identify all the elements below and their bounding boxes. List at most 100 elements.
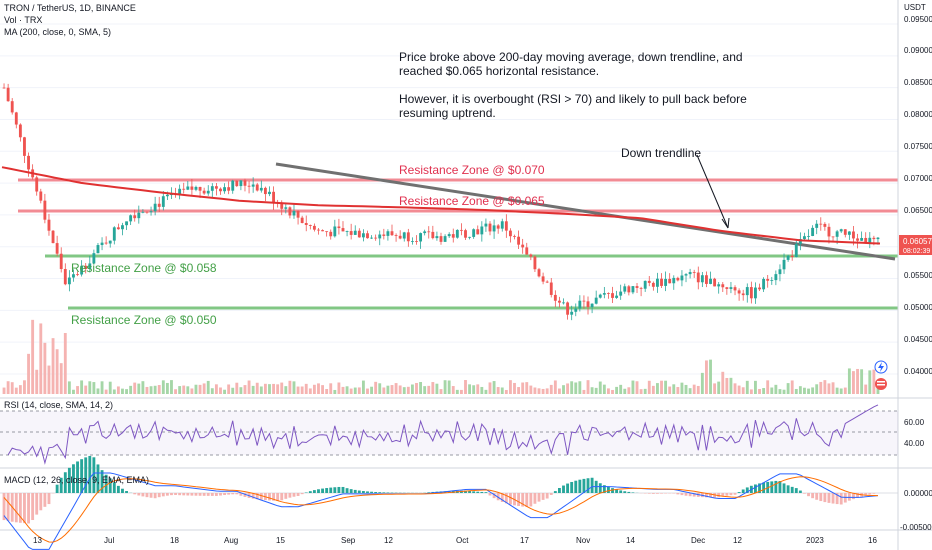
price-axis[interactable]: USDT 0.09500 0.09000 0.08500 0.08000 0.0… — [899, 3, 932, 532]
candle-body — [272, 191, 275, 203]
candle-body — [590, 303, 594, 308]
macd-hist-bar — [178, 493, 182, 496]
down-trendline[interactable] — [275, 162, 896, 261]
note-line: However, it is overbought (RSI > 70) and… — [399, 92, 747, 106]
ma-legend[interactable]: MA (200, close, 0, SMA, 5) — [4, 27, 112, 37]
zone-label-058[interactable]: Resistance Zone @ $0.058 — [71, 261, 217, 275]
volume-bar — [92, 382, 96, 394]
candle-body — [660, 278, 663, 286]
candle-body — [586, 301, 590, 308]
macd-hist-bar — [476, 491, 480, 493]
macd-legend[interactable]: MACD (12, 26, close, 9, EMA, EMA) — [4, 475, 150, 485]
volume-bar — [288, 380, 292, 394]
macd-hist-bar — [35, 493, 39, 515]
macd-hist-bar — [741, 489, 745, 493]
macd-hist-bar — [570, 481, 574, 493]
macd-hist-bar — [688, 493, 692, 497]
macd-hist-bar — [361, 491, 365, 493]
candle-body — [725, 287, 729, 289]
volume-bar — [51, 338, 55, 394]
macd-hist-bar — [378, 492, 382, 493]
macd-hist-bar — [562, 485, 565, 493]
volume-bar — [194, 384, 198, 394]
rsi-tick: 60.00 — [904, 418, 925, 427]
candle-body — [541, 276, 545, 282]
volume-bar — [647, 380, 651, 394]
candle-body — [778, 269, 782, 275]
macd-hist-bar — [578, 479, 582, 493]
macd-hist-bar — [366, 491, 369, 493]
time-tick: 16 — [868, 536, 877, 545]
volume-bar — [668, 386, 672, 394]
rsi-legend[interactable]: RSI (14, close, SMA, 14, 2) — [4, 400, 114, 410]
volume-bar — [80, 380, 84, 394]
macd-hist-bar — [219, 493, 222, 496]
time-tick: 18 — [170, 536, 179, 545]
macd-hist-bar — [186, 493, 190, 496]
trendline-arrow — [696, 154, 729, 229]
zone-label-065[interactable]: Resistance Zone @ $0.065 — [399, 194, 545, 208]
candle-body — [709, 278, 712, 284]
symbol-title[interactable]: TRON / TetherUS, 1D, BINANCE — [4, 3, 136, 13]
volume-bar — [611, 389, 614, 394]
zone-label-070[interactable]: Resistance Zone @ $0.070 — [399, 163, 545, 177]
volume-bar — [451, 386, 455, 394]
candle-body — [6, 87, 10, 102]
macd-hist-bar — [631, 492, 635, 493]
volume-bar — [521, 382, 525, 394]
volume-bar — [18, 385, 22, 394]
macd-hist-bar — [96, 464, 100, 493]
macd-hist-bar — [839, 493, 843, 505]
flag-icon[interactable] — [875, 378, 887, 390]
candle-body — [59, 253, 63, 270]
candle-body — [745, 287, 749, 296]
candle-body — [39, 191, 43, 201]
volume-bar — [492, 381, 496, 394]
volume-bar — [484, 389, 488, 394]
candle-body — [137, 212, 141, 219]
volume-bar — [235, 382, 239, 394]
lightning-icon[interactable] — [874, 360, 888, 374]
candle-body — [341, 228, 345, 232]
candle-body — [112, 227, 116, 241]
candle-body — [268, 191, 271, 195]
volume-bar — [488, 382, 492, 394]
volume-bars — [2, 319, 880, 394]
volume-bar — [529, 385, 533, 394]
volume-bar — [545, 388, 549, 394]
volume-bar — [23, 380, 26, 394]
volume-bar — [116, 386, 120, 394]
macd-tick: 0.00000 — [904, 489, 932, 498]
macd-hist-bar — [831, 493, 835, 504]
trendline-label[interactable]: Down trendline — [621, 146, 702, 160]
candle-body — [594, 297, 598, 304]
volume-legend[interactable]: Vol · TRX — [4, 15, 43, 25]
candle-body — [447, 234, 451, 237]
macd-hist-bar — [794, 488, 798, 493]
candle-body — [357, 230, 361, 238]
macd-hist-bar — [737, 492, 741, 493]
volume-bar — [770, 387, 774, 394]
candle-body — [598, 294, 602, 298]
macd-hist-bar — [357, 490, 361, 493]
candle-body — [762, 278, 766, 290]
macd-hist-bar — [108, 478, 112, 493]
candle-body — [333, 226, 337, 237]
volume-bar — [676, 387, 680, 394]
axis-currency: USDT — [904, 3, 926, 12]
candle-body — [55, 243, 59, 254]
volume-bar — [149, 386, 153, 394]
time-axis[interactable]: 13 Jul 18 Aug 15 Sep 12 Oct 17 Nov 14 De… — [33, 536, 877, 545]
candle-body — [803, 236, 806, 240]
candle-body — [247, 185, 251, 187]
volume-bar — [129, 385, 133, 394]
candle-body — [668, 278, 672, 284]
zone-label-050[interactable]: Resistance Zone @ $0.050 — [71, 313, 217, 327]
analysis-note[interactable]: Price broke above 200-day moving average… — [399, 50, 747, 120]
volume-bar — [811, 387, 815, 394]
note-line: reached $0.065 horizontal resistance. — [399, 64, 600, 78]
candle-body — [643, 280, 647, 289]
volume-bar — [312, 384, 316, 394]
candle-body — [153, 203, 157, 212]
